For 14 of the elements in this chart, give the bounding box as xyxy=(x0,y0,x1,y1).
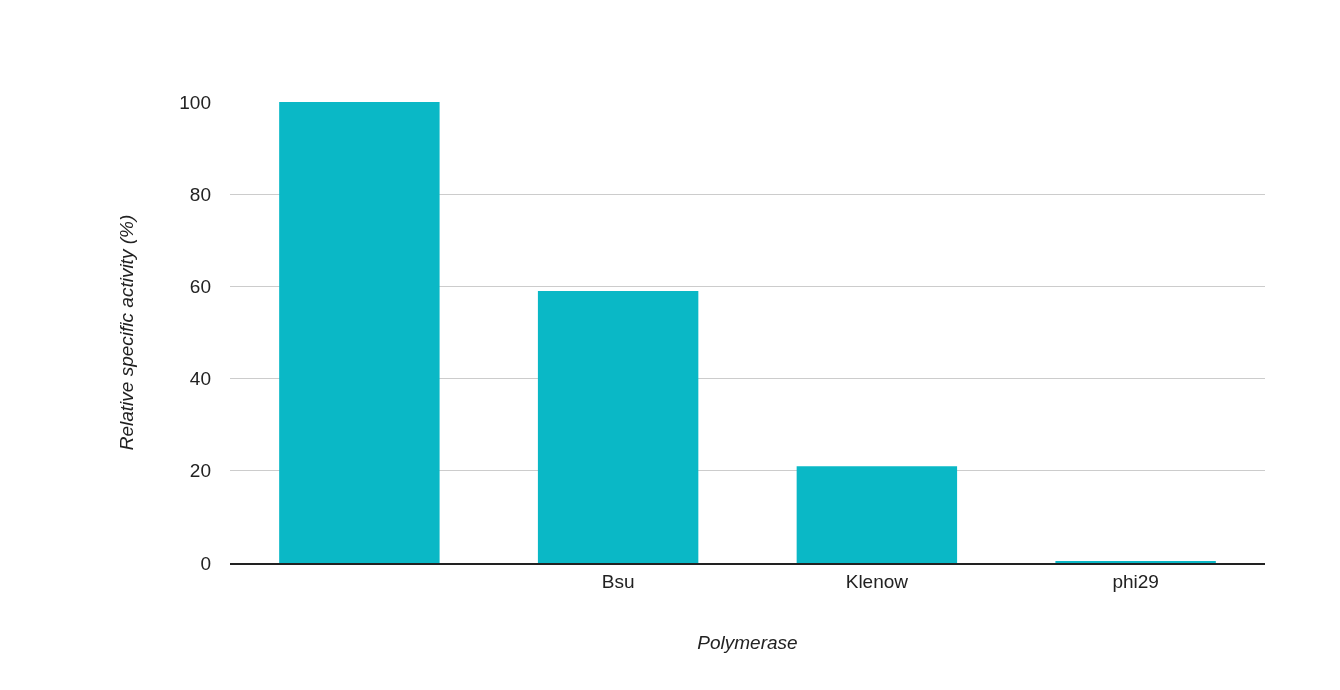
y-tick-label: 80 xyxy=(189,183,211,205)
y-tick-label: 0 xyxy=(200,552,211,574)
x-axis-title: Polymerase xyxy=(697,631,798,653)
y-tick-label: 60 xyxy=(189,276,211,298)
bar xyxy=(796,466,958,563)
x-tick-label: Bsu xyxy=(601,570,635,592)
y-axis-title: Relative specific activity (%) xyxy=(116,214,138,451)
y-tick-label: 20 xyxy=(189,460,211,482)
x-tick-label: phi29 xyxy=(1112,570,1159,592)
bar xyxy=(537,291,699,563)
y-tick-label: 100 xyxy=(179,91,211,113)
bar xyxy=(279,102,440,563)
x-tick-label: Klenow xyxy=(845,570,909,592)
y-tick-label: 40 xyxy=(189,368,211,390)
